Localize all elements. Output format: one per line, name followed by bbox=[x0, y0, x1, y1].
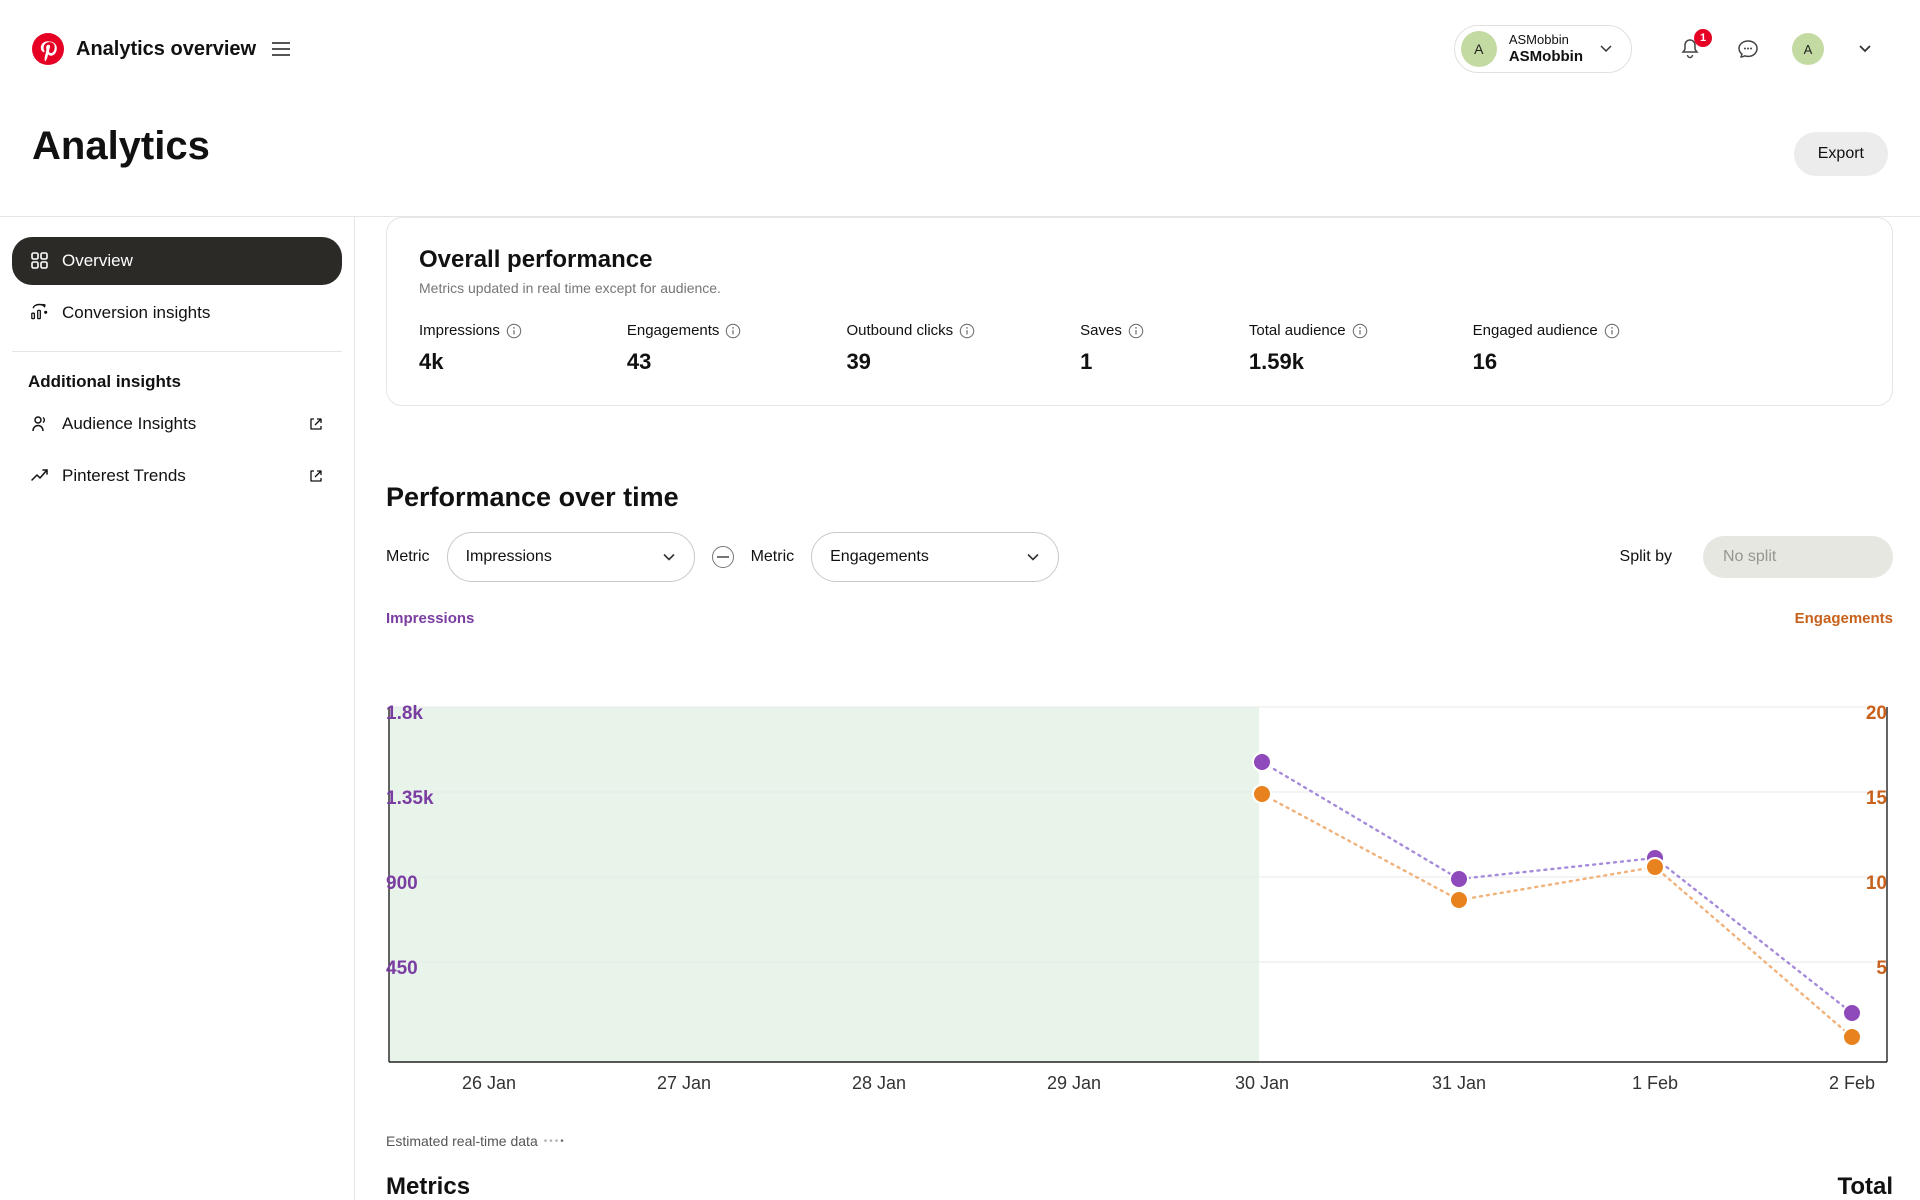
svg-text:31 Jan: 31 Jan bbox=[1432, 1073, 1486, 1093]
svg-text:5: 5 bbox=[1876, 958, 1887, 979]
svg-text:2 Feb: 2 Feb bbox=[1829, 1073, 1875, 1093]
svg-text:26 Jan: 26 Jan bbox=[462, 1073, 516, 1093]
svg-text:27 Jan: 27 Jan bbox=[657, 1073, 711, 1093]
svg-text:450: 450 bbox=[386, 958, 418, 979]
svg-text:30 Jan: 30 Jan bbox=[1235, 1073, 1289, 1093]
svg-text:1.8k: 1.8k bbox=[386, 703, 423, 724]
svg-text:10: 10 bbox=[1866, 873, 1887, 894]
svg-text:1 Feb: 1 Feb bbox=[1632, 1073, 1678, 1093]
svg-text:28 Jan: 28 Jan bbox=[852, 1073, 906, 1093]
svg-text:900: 900 bbox=[386, 873, 418, 894]
svg-text:1.35k: 1.35k bbox=[386, 788, 434, 809]
svg-text:20: 20 bbox=[1866, 703, 1887, 724]
svg-text:29 Jan: 29 Jan bbox=[1047, 1073, 1101, 1093]
svg-text:15: 15 bbox=[1866, 788, 1888, 809]
